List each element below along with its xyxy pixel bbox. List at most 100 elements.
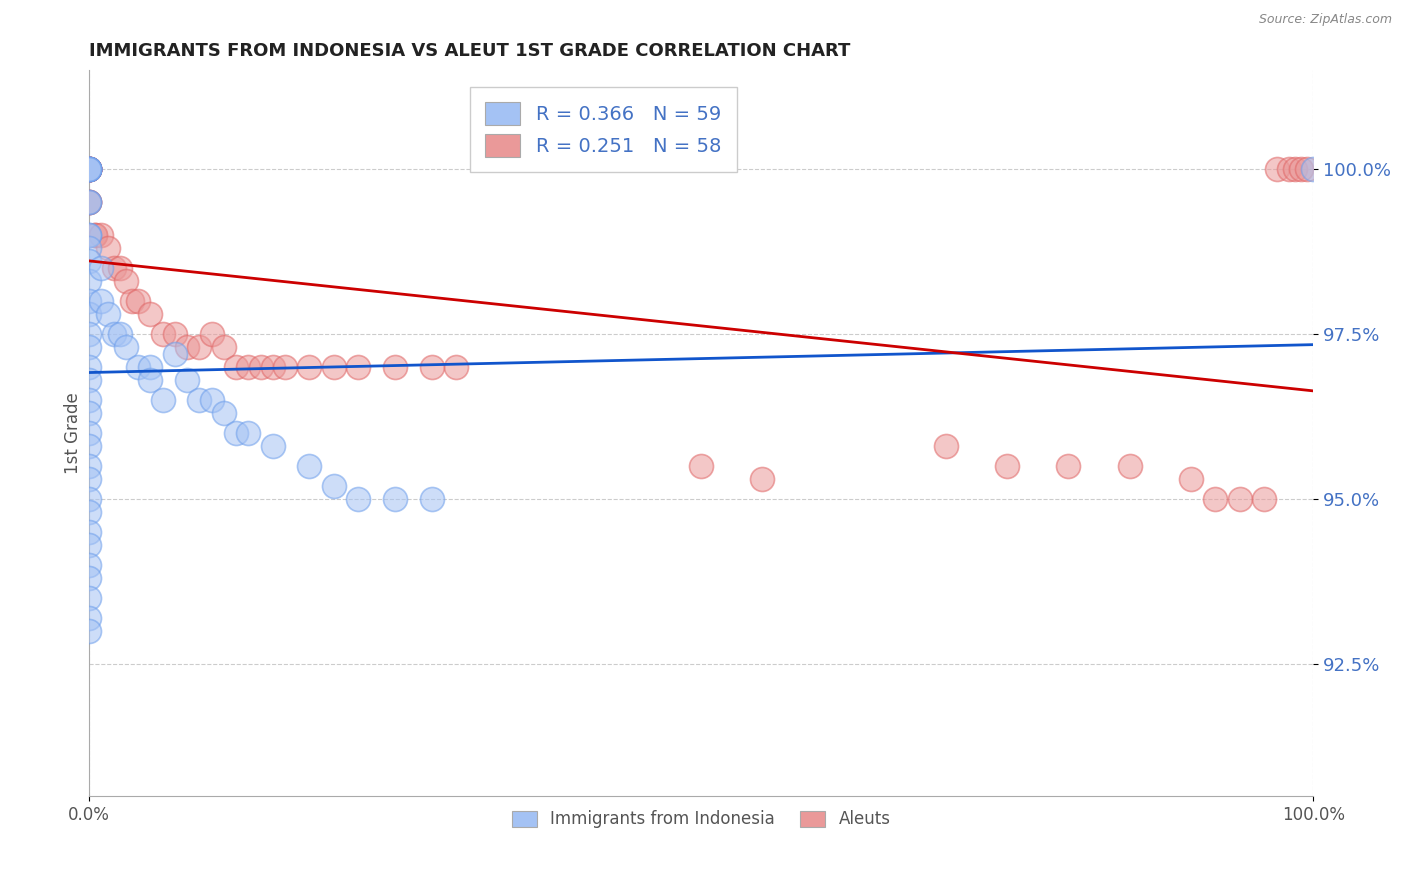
Point [1296, 161, 1319, 176]
Point [77, 524, 100, 539]
Point [77, 161, 100, 176]
Point [152, 326, 174, 341]
Point [262, 359, 284, 374]
Point [77, 161, 100, 176]
Point [77, 161, 100, 176]
Point [77, 161, 100, 176]
Point [77, 591, 100, 605]
Point [200, 392, 222, 407]
Point [77, 161, 100, 176]
Point [84, 227, 107, 242]
Point [77, 161, 100, 176]
Point [77, 161, 100, 176]
Point [298, 458, 321, 473]
Point [176, 373, 198, 387]
Point [1253, 491, 1275, 506]
Point [298, 359, 321, 374]
Point [115, 274, 138, 288]
Point [77, 359, 100, 374]
Point [77, 254, 100, 268]
Point [212, 340, 235, 354]
Point [420, 359, 443, 374]
Point [77, 458, 100, 473]
Point [127, 359, 149, 374]
Point [347, 491, 370, 506]
Point [77, 161, 100, 176]
Point [77, 194, 100, 209]
Point [690, 458, 713, 473]
Point [1284, 161, 1306, 176]
Point [127, 293, 149, 308]
Point [77, 340, 100, 354]
Point [139, 373, 162, 387]
Point [77, 505, 100, 519]
Point [188, 340, 211, 354]
Point [115, 340, 138, 354]
Point [751, 472, 773, 486]
Point [77, 161, 100, 176]
Point [77, 161, 100, 176]
Point [1204, 491, 1226, 506]
Y-axis label: 1st Grade: 1st Grade [65, 392, 82, 474]
Point [77, 472, 100, 486]
Text: Source: ZipAtlas.com: Source: ZipAtlas.com [1258, 13, 1392, 27]
Legend: Immigrants from Indonesia, Aleuts: Immigrants from Indonesia, Aleuts [505, 804, 897, 835]
Point [238, 425, 260, 440]
Point [77, 307, 100, 321]
Point [108, 326, 131, 341]
Point [121, 293, 143, 308]
Point [1229, 491, 1251, 506]
Point [77, 194, 100, 209]
Point [1180, 472, 1202, 486]
Point [77, 194, 100, 209]
Point [90, 227, 112, 242]
Point [152, 392, 174, 407]
Point [77, 161, 100, 176]
Point [108, 260, 131, 275]
Point [347, 359, 370, 374]
Point [188, 392, 211, 407]
Point [77, 274, 100, 288]
Point [77, 161, 100, 176]
Point [163, 326, 186, 341]
Point [77, 241, 100, 255]
Point [77, 406, 100, 420]
Point [77, 161, 100, 176]
Point [77, 392, 100, 407]
Point [77, 161, 100, 176]
Point [1057, 458, 1080, 473]
Point [77, 439, 100, 453]
Point [212, 406, 235, 420]
Point [1289, 161, 1312, 176]
Point [323, 359, 346, 374]
Point [77, 161, 100, 176]
Point [77, 161, 100, 176]
Point [77, 194, 100, 209]
Point [139, 307, 162, 321]
Point [90, 293, 112, 308]
Point [77, 491, 100, 506]
Point [96, 307, 118, 321]
Point [176, 340, 198, 354]
Point [77, 161, 100, 176]
Point [84, 227, 107, 242]
Point [77, 227, 100, 242]
Point [935, 439, 957, 453]
Text: IMMIGRANTS FROM INDONESIA VS ALEUT 1ST GRADE CORRELATION CHART: IMMIGRANTS FROM INDONESIA VS ALEUT 1ST G… [89, 42, 851, 60]
Point [274, 359, 297, 374]
Point [90, 260, 112, 275]
Point [77, 326, 100, 341]
Point [103, 326, 125, 341]
Point [1118, 458, 1140, 473]
Point [139, 359, 162, 374]
Point [77, 611, 100, 625]
Point [1265, 161, 1288, 176]
Point [446, 359, 468, 374]
Point [1302, 161, 1324, 176]
Point [77, 194, 100, 209]
Point [262, 439, 284, 453]
Point [77, 624, 100, 638]
Point [77, 558, 100, 572]
Point [77, 161, 100, 176]
Point [384, 359, 406, 374]
